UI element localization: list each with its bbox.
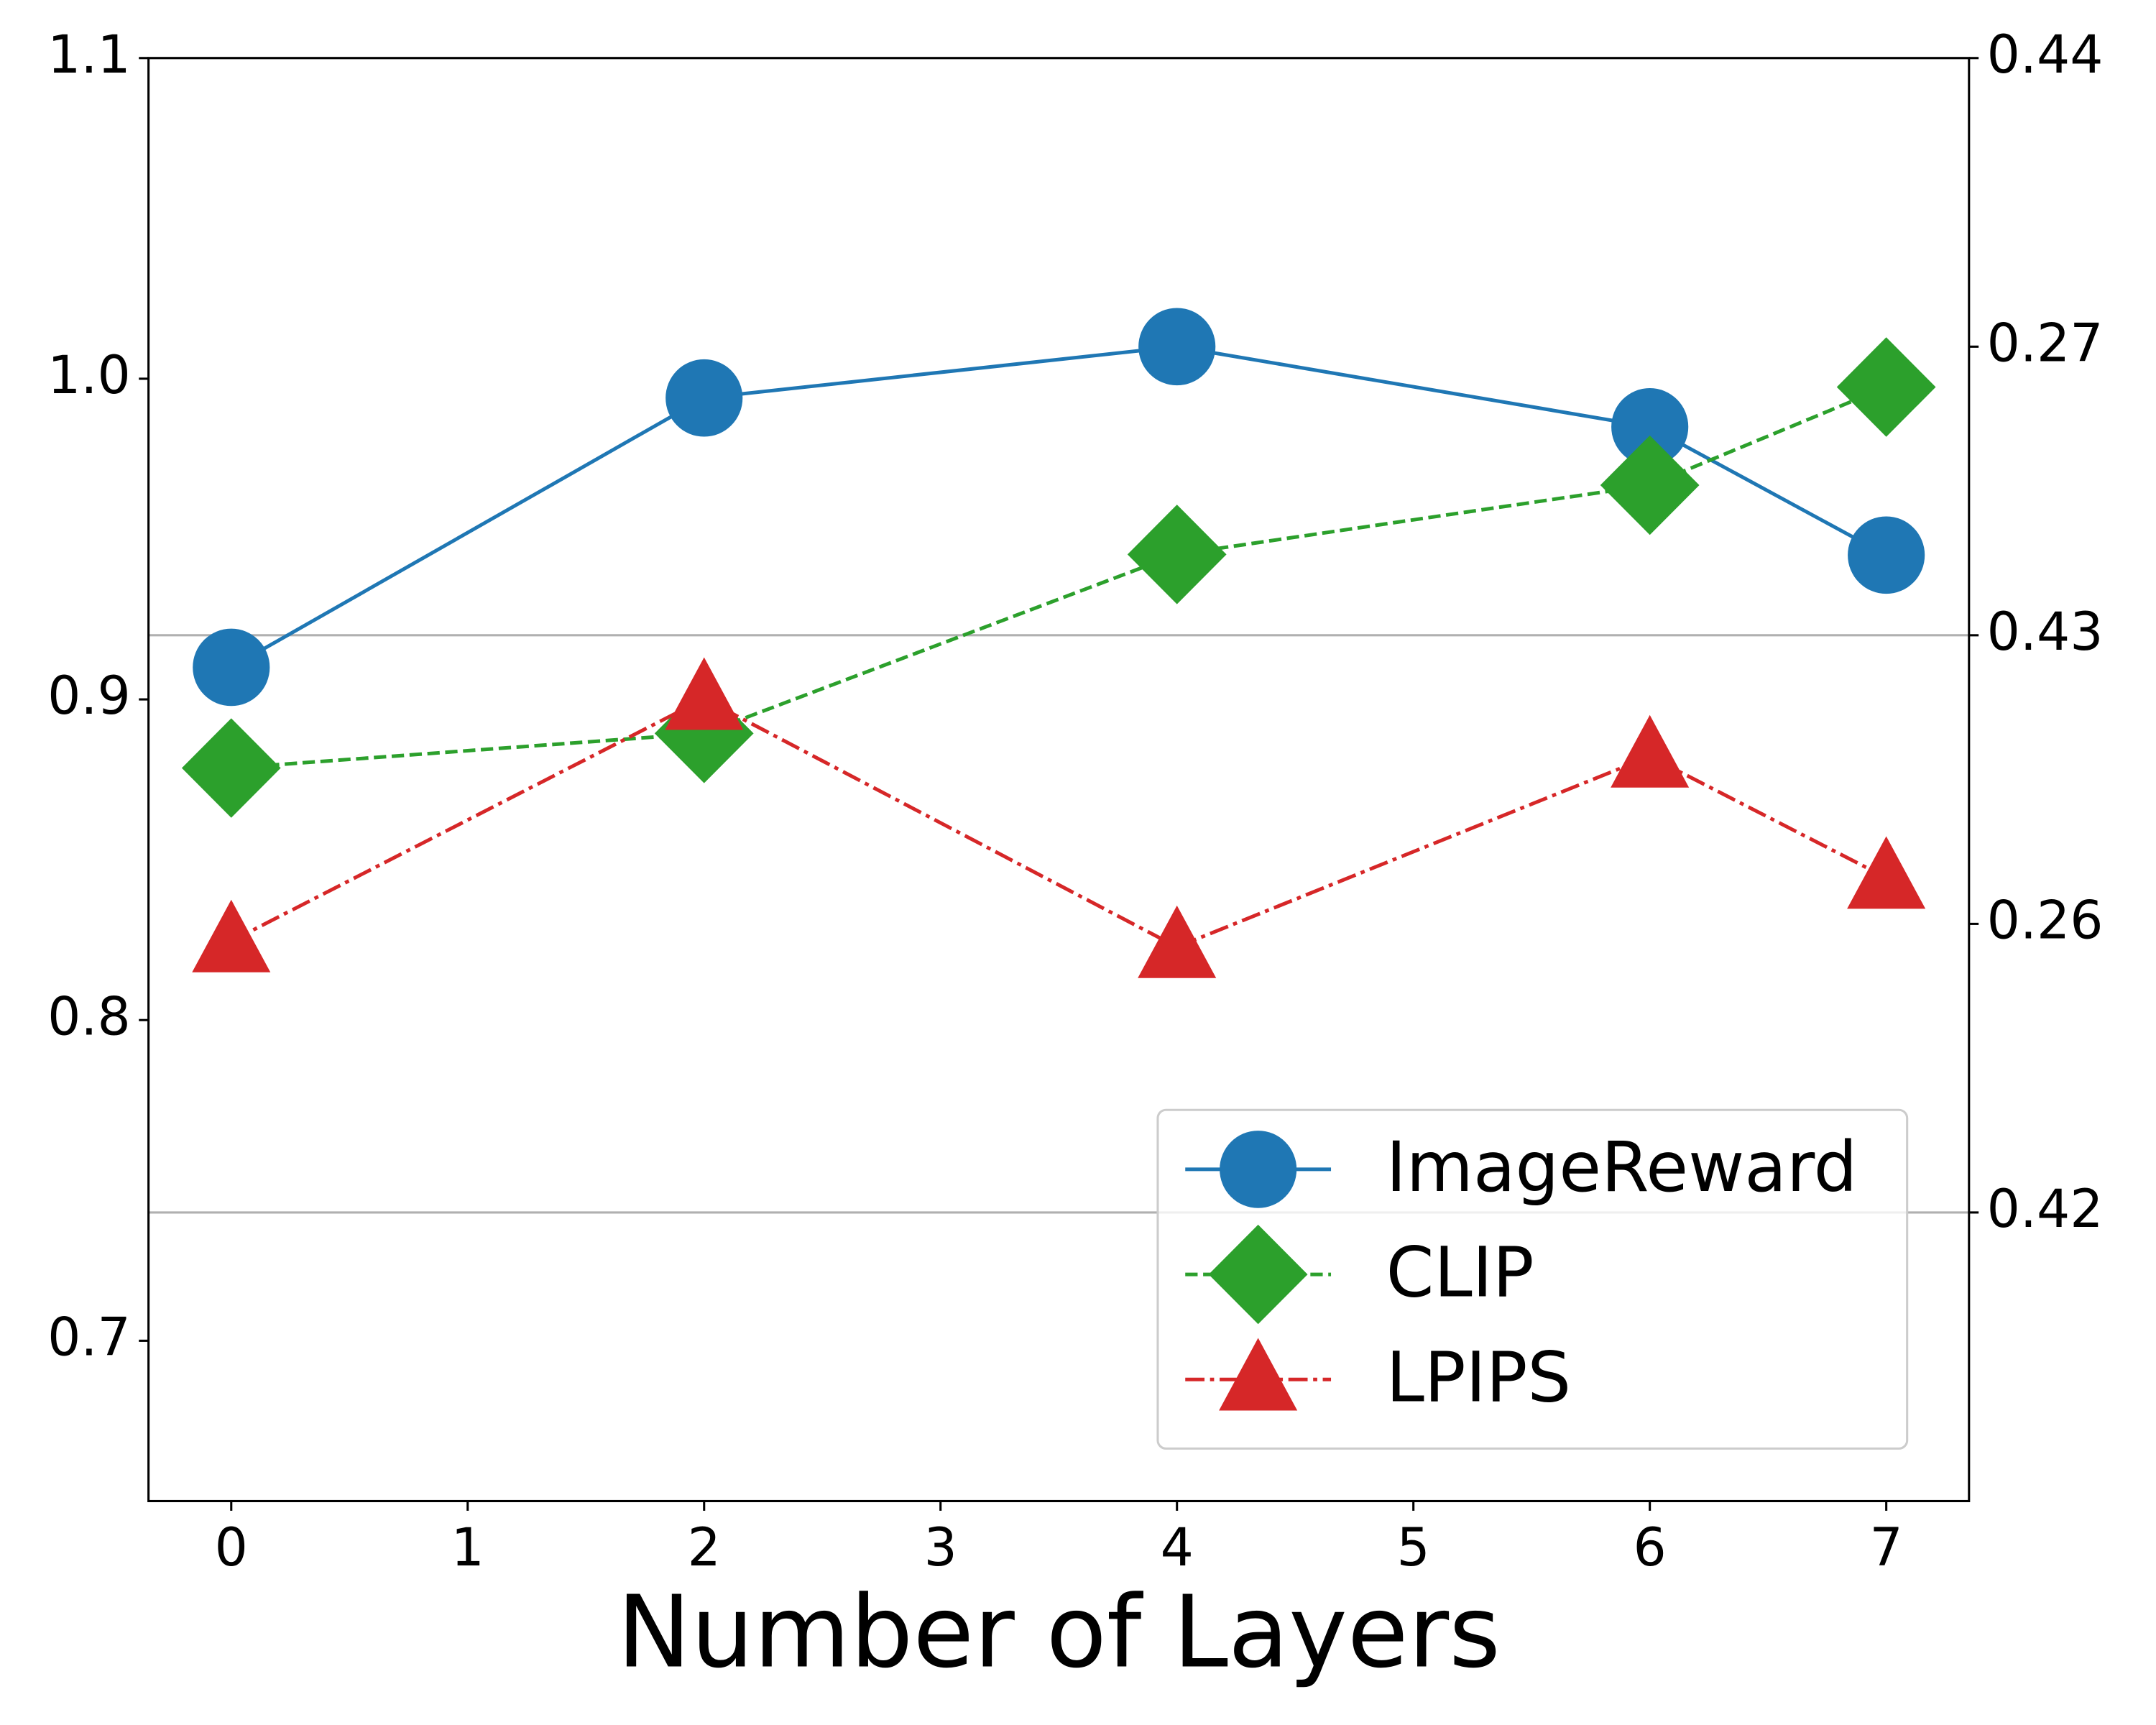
marker — [1847, 836, 1926, 909]
y-tick-label: 1.1 — [47, 24, 131, 86]
y-tick-label: 1.0 — [47, 345, 131, 406]
y-tick-label: 0.9 — [47, 666, 131, 727]
legend-box — [1156, 1108, 1909, 1450]
marker — [654, 684, 754, 783]
marker — [1611, 714, 1690, 788]
marker — [665, 657, 744, 730]
marker — [1848, 516, 1925, 594]
series-line — [231, 385, 1887, 770]
x-tick-label: 6 — [1634, 1517, 1667, 1578]
marker — [192, 899, 271, 972]
x-axis-label: Number of Layers — [617, 1574, 1500, 1690]
marker — [1611, 388, 1689, 466]
legend-label: CLIP — [1386, 1232, 1534, 1312]
x-tick-label: 3 — [924, 1517, 957, 1578]
y2-tick-label: 0.43 — [1987, 602, 2104, 663]
legend-marker — [1220, 1131, 1297, 1208]
x-tick-label: 0 — [215, 1517, 248, 1578]
marker — [1127, 505, 1227, 604]
y-tick-label: 0.8 — [47, 986, 131, 1047]
x-tick-label: 4 — [1161, 1517, 1194, 1578]
marker — [193, 628, 270, 707]
marker — [1836, 337, 1936, 437]
x-tick-label: 2 — [688, 1517, 721, 1578]
marker — [665, 359, 743, 437]
marker — [1138, 905, 1217, 978]
legend-label: ImageReward — [1386, 1127, 1858, 1208]
legend-label: LPIPS — [1386, 1337, 1572, 1417]
y-tick-label: 0.7 — [47, 1307, 131, 1368]
y2-tick-label: 0.27 — [1987, 313, 2104, 374]
y2-tick-label: 0.42 — [1987, 1179, 2104, 1240]
y2-tick-label: 0.44 — [1987, 24, 2104, 86]
legend-marker — [1219, 1338, 1298, 1411]
x-tick-label: 5 — [1397, 1517, 1430, 1578]
marker — [1600, 435, 1700, 535]
y2-tick-label: 0.26 — [1987, 890, 2104, 951]
x-tick-label: 7 — [1870, 1517, 1903, 1578]
plot-frame — [147, 57, 1971, 1502]
marker — [181, 718, 281, 818]
x-tick-label: 1 — [451, 1517, 484, 1578]
marker — [1138, 308, 1216, 386]
series-line — [230, 696, 1887, 949]
